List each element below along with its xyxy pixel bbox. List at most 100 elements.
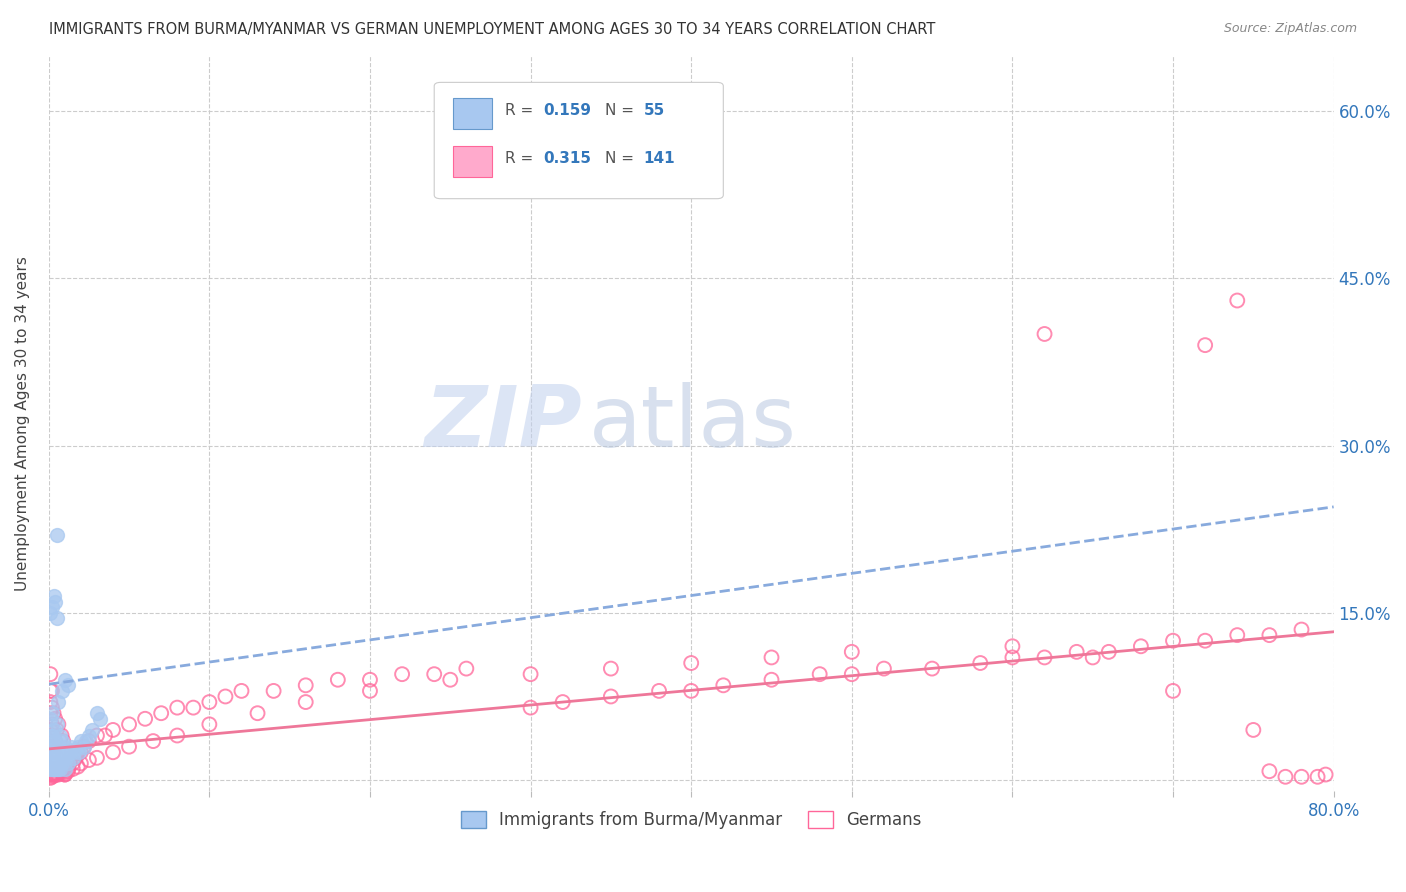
Point xyxy=(39,723,62,737)
Point xyxy=(42,723,65,737)
Point xyxy=(519,667,541,681)
Point xyxy=(423,667,446,681)
Point xyxy=(181,700,204,714)
Point xyxy=(63,745,86,759)
Legend: Immigrants from Burma/Myanmar, Germans: Immigrants from Burma/Myanmar, Germans xyxy=(454,805,928,836)
Point xyxy=(1081,650,1104,665)
Point xyxy=(166,700,188,714)
Point xyxy=(53,745,76,759)
Point xyxy=(681,684,703,698)
Point xyxy=(39,667,62,681)
Point xyxy=(1226,293,1249,308)
Bar xyxy=(454,98,492,128)
Point xyxy=(45,717,67,731)
Point xyxy=(53,762,76,776)
Point xyxy=(41,739,63,754)
FancyBboxPatch shape xyxy=(434,82,723,199)
Point xyxy=(62,762,84,776)
Point xyxy=(42,706,65,721)
Point xyxy=(841,667,863,681)
Point xyxy=(89,712,111,726)
Point xyxy=(1194,633,1216,648)
Point xyxy=(49,734,72,748)
Point xyxy=(263,684,285,698)
Point xyxy=(44,751,66,765)
Point xyxy=(42,756,65,771)
Point xyxy=(48,717,70,731)
Y-axis label: Unemployment Among Ages 30 to 34 years: Unemployment Among Ages 30 to 34 years xyxy=(15,256,30,591)
Point xyxy=(118,717,141,731)
Point xyxy=(42,745,65,759)
Point xyxy=(41,684,63,698)
Point xyxy=(59,756,82,771)
Point xyxy=(599,662,621,676)
Point xyxy=(49,762,72,776)
Point xyxy=(1161,633,1184,648)
Point xyxy=(1033,650,1056,665)
Point xyxy=(77,753,100,767)
Point xyxy=(77,734,100,748)
Point xyxy=(51,765,73,780)
Point xyxy=(62,756,84,771)
Point xyxy=(86,706,108,721)
Point xyxy=(1001,640,1024,654)
Point xyxy=(101,745,124,759)
Point xyxy=(711,678,734,692)
Point xyxy=(56,762,79,776)
Point xyxy=(44,762,66,776)
Point xyxy=(48,695,70,709)
Point xyxy=(48,767,70,781)
Point xyxy=(44,734,66,748)
Point xyxy=(39,684,62,698)
Point xyxy=(51,734,73,748)
Point xyxy=(648,684,671,698)
Point xyxy=(45,767,67,781)
Point xyxy=(60,751,83,765)
Point xyxy=(214,690,236,704)
Point xyxy=(41,729,63,743)
Point xyxy=(39,706,62,721)
Point xyxy=(198,695,221,709)
Point xyxy=(52,751,75,765)
Point xyxy=(56,756,79,771)
Point xyxy=(391,667,413,681)
Point xyxy=(231,684,253,698)
Point xyxy=(294,678,316,692)
Point xyxy=(44,595,66,609)
Point xyxy=(761,673,783,687)
Point xyxy=(39,695,62,709)
Point xyxy=(519,700,541,714)
Point xyxy=(44,734,66,748)
Point xyxy=(52,734,75,748)
Point xyxy=(70,734,93,748)
Point xyxy=(439,673,461,687)
Point xyxy=(56,764,79,779)
Point xyxy=(41,739,63,754)
Point xyxy=(45,745,67,759)
Point xyxy=(53,767,76,781)
Point xyxy=(101,723,124,737)
Point xyxy=(44,712,66,726)
Point xyxy=(45,751,67,765)
Point xyxy=(42,745,65,759)
Point xyxy=(39,606,62,620)
Point xyxy=(39,712,62,726)
Point xyxy=(44,767,66,781)
Point xyxy=(1033,326,1056,341)
Point xyxy=(45,762,67,776)
Point xyxy=(456,662,478,676)
Point xyxy=(873,662,896,676)
Point xyxy=(198,717,221,731)
Point xyxy=(1274,770,1296,784)
Point xyxy=(45,723,67,737)
Point xyxy=(841,645,863,659)
Point xyxy=(150,706,173,721)
Point xyxy=(921,662,943,676)
Point xyxy=(51,684,73,698)
Point xyxy=(55,751,77,765)
Point xyxy=(1001,650,1024,665)
Point xyxy=(66,739,89,754)
Point xyxy=(73,739,96,754)
Point xyxy=(166,729,188,743)
Point xyxy=(1306,770,1329,784)
